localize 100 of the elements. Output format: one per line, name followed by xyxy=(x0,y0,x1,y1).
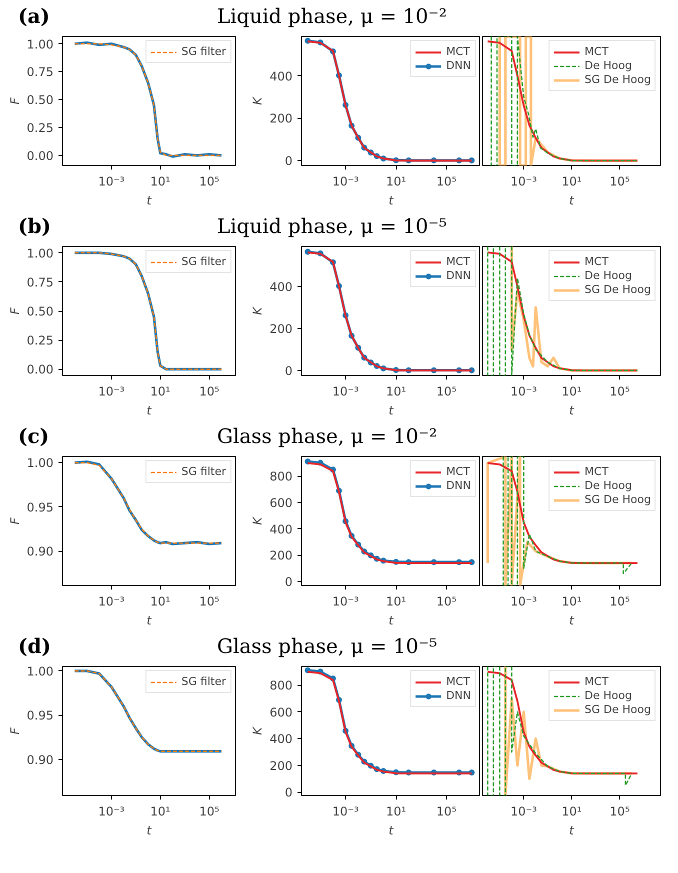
x-tick-label: 10⁻³ xyxy=(510,594,538,608)
x-tick-label: 10⁻³ xyxy=(332,174,359,188)
legend-label: SG De Hoog xyxy=(584,703,651,716)
y-tick-label: 400 xyxy=(270,522,292,536)
y-tick-label: 400 xyxy=(270,280,292,294)
y-tick-label: 0.90 xyxy=(26,752,54,767)
y-axis-title: F xyxy=(8,516,22,524)
x-tick-label: 10¹ xyxy=(386,384,406,398)
x-tick-label: 10¹ xyxy=(150,594,171,608)
y-tick-label: 0.25 xyxy=(26,334,54,348)
x-axis-title: t xyxy=(388,404,395,418)
x-tick-label: 10⁻³ xyxy=(332,384,359,398)
x-tick-label: 10¹ xyxy=(562,174,582,188)
legend-label: De Hoog xyxy=(584,479,632,492)
x-tick-label: 10⁵ xyxy=(610,384,630,398)
y-tick-label: 1.00 xyxy=(26,37,54,52)
legend-label: DNN xyxy=(446,59,471,72)
legend-label: De Hoog xyxy=(584,689,632,702)
chart-title: (b) xyxy=(17,213,51,240)
chart-title: (c) xyxy=(17,423,50,450)
x-tick-label: 10⁻³ xyxy=(98,594,125,608)
y-axis-title: K xyxy=(250,516,265,525)
chart-title: Liquid phase, μ = 10⁻⁵ xyxy=(216,213,447,240)
legend-label: MCT xyxy=(446,675,470,688)
legend-label: MCT xyxy=(584,465,608,478)
legend-label: MCT xyxy=(584,675,608,688)
y-axis-title: K xyxy=(250,96,265,105)
y-tick-label: 0.25 xyxy=(26,121,54,136)
y-tick-label: 0 xyxy=(284,574,293,589)
y-tick-label: 0.75 xyxy=(26,65,54,80)
legend-label: SG filter xyxy=(181,45,226,58)
y-axis-title: K xyxy=(250,306,265,315)
x-tick-label: 10⁵ xyxy=(199,174,220,188)
y-tick-label: 400 xyxy=(270,69,292,84)
y-axis-title: K xyxy=(250,726,265,735)
x-axis-title: t xyxy=(569,614,576,628)
x-tick-label: 10⁻³ xyxy=(98,174,125,188)
y-tick-label: 0.00 xyxy=(26,148,54,163)
x-axis-title: t xyxy=(569,404,576,418)
x-tick-label: 10⁵ xyxy=(436,594,457,608)
x-tick-label: 10⁻³ xyxy=(510,174,538,188)
legend-label: MCT xyxy=(584,255,608,268)
x-tick-label: 10⁻³ xyxy=(510,804,538,818)
y-tick-label: 200 xyxy=(270,112,292,126)
y-tick-label: 0.75 xyxy=(26,275,54,290)
x-tick-label: 10⁵ xyxy=(436,384,457,398)
x-tick-label: 10⁵ xyxy=(610,594,630,608)
x-axis-title: t xyxy=(388,614,395,628)
x-tick-label: 10⁻³ xyxy=(332,594,359,608)
y-tick-label: 0.95 xyxy=(26,708,54,723)
x-tick-label: 10⁻³ xyxy=(332,804,359,818)
y-tick-label: 0.50 xyxy=(26,304,54,318)
legend-label: MCT xyxy=(446,465,470,478)
y-tick-label: 0 xyxy=(284,364,293,378)
legend-label: DNN xyxy=(446,479,471,492)
y-tick-label: 0 xyxy=(284,154,293,168)
x-tick-label: 10¹ xyxy=(150,804,171,818)
x-tick-label: 10⁵ xyxy=(199,804,220,818)
y-tick-label: 600 xyxy=(270,705,292,720)
chart-title: (a) xyxy=(17,3,50,30)
legend-label: MCT xyxy=(584,45,608,58)
x-tick-label: 10⁵ xyxy=(436,174,457,188)
legend-label: SG De Hoog xyxy=(584,73,651,86)
legend-label: SG filter xyxy=(181,675,226,688)
y-tick-label: 800 xyxy=(270,678,292,693)
x-tick-label: 10⁻³ xyxy=(98,804,125,818)
legend-label: De Hoog xyxy=(584,59,632,72)
y-tick-label: 1.00 xyxy=(26,246,54,260)
legend-label: DNN xyxy=(446,269,471,282)
legend-label: SG filter xyxy=(181,465,226,478)
x-tick-label: 10¹ xyxy=(562,594,582,608)
x-tick-label: 10⁻³ xyxy=(510,384,538,398)
x-axis-title: t xyxy=(146,194,153,208)
x-tick-label: 10⁵ xyxy=(610,174,630,188)
y-tick-label: 600 xyxy=(270,496,292,510)
y-tick-label: 200 xyxy=(270,322,292,336)
x-tick-label: 10⁵ xyxy=(610,804,630,818)
x-tick-label: 10¹ xyxy=(386,804,406,818)
y-tick-label: 0.50 xyxy=(26,93,54,108)
legend-label: SG filter xyxy=(181,255,226,268)
x-tick-label: 10¹ xyxy=(150,384,171,398)
x-tick-label: 10⁻³ xyxy=(98,384,125,398)
x-tick-label: 10⁵ xyxy=(199,594,220,608)
y-axis-title: F xyxy=(8,306,22,314)
y-axis-title: F xyxy=(8,96,22,104)
legend-label: DNN xyxy=(446,689,471,702)
x-axis-title: t xyxy=(146,824,153,838)
chart-title: Glass phase, μ = 10⁻⁵ xyxy=(216,633,438,660)
legend-label: De Hoog xyxy=(584,269,632,282)
chart-title: Glass phase, μ = 10⁻² xyxy=(216,423,438,450)
x-axis-title: t xyxy=(388,194,395,208)
x-tick-label: 10⁵ xyxy=(436,804,457,818)
y-tick-label: 1.00 xyxy=(26,664,54,678)
y-tick-label: 200 xyxy=(270,548,292,563)
y-tick-label: 0 xyxy=(284,786,293,800)
chart-title: Liquid phase, μ = 10⁻² xyxy=(216,3,447,30)
x-tick-label: 10¹ xyxy=(386,174,406,188)
legend-label: MCT xyxy=(446,45,470,58)
x-axis-title: t xyxy=(146,404,153,418)
x-tick-label: 10¹ xyxy=(386,594,406,608)
